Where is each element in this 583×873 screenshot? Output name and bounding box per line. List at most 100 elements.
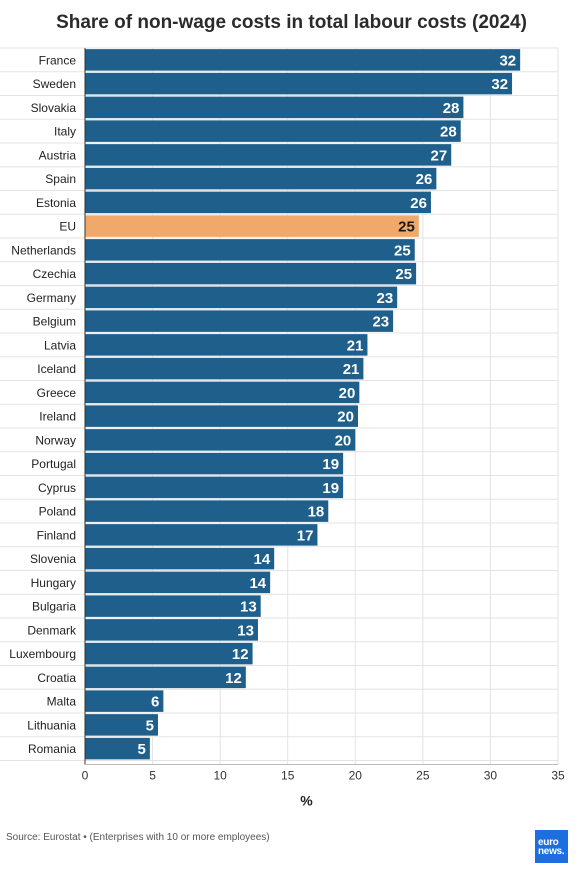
bar [85,72,513,95]
bar [85,595,261,617]
category-label: Finland [37,528,76,542]
x-tick-label: 10 [213,769,227,783]
bar [85,476,344,499]
category-label: Ireland [39,410,76,424]
value-label: 26 [410,195,427,212]
value-label: 13 [240,599,257,616]
category-label: France [39,53,77,67]
value-label: 23 [372,314,389,331]
source-note: Source: Eurostat • (Enterprises with 10 … [6,832,270,843]
category-label: Portugal [31,457,76,471]
x-tick-label: 20 [349,769,363,783]
category-label: Germany [27,291,76,305]
euronews-logo: euro news. [535,830,568,863]
value-label: 12 [232,646,249,663]
value-label: 18 [308,504,325,521]
value-label: 20 [335,432,352,449]
category-label: Norway [35,433,76,447]
bar-chart: France 32 Sweden 32 Slovakia 28 Italy 28 Austria… [0,47,565,809]
bar [85,215,419,237]
value-label: 21 [343,361,360,378]
category-label: Bulgaria [32,600,76,614]
bar [85,167,437,190]
bar [85,357,364,380]
x-tick-label: 5 [149,769,156,783]
value-label: 5 [138,741,146,758]
bar [85,49,521,71]
category-label: Italy [54,125,76,139]
value-label: 28 [440,124,457,141]
category-label: Malta [47,695,77,709]
category-label: Slovenia [30,552,76,566]
category-label: Czechia [33,267,77,281]
bar [85,286,398,309]
x-axis-title: % [300,793,313,809]
category-label: Iceland [37,362,76,376]
value-label: 19 [322,456,339,473]
category-label: Lithuania [27,718,76,732]
category-label: Spain [45,172,76,186]
category-label: Hungary [31,576,76,590]
value-label: 28 [443,100,460,117]
bar [85,737,150,760]
value-label: 12 [225,670,242,687]
category-label: Poland [39,505,76,519]
bar [85,310,394,332]
bar [85,239,415,261]
x-tick-label: 35 [551,769,565,783]
value-label: 14 [249,575,266,592]
x-tick-label: 30 [484,769,498,783]
x-tick-label: 25 [416,769,430,783]
value-label: 20 [339,385,356,402]
value-label: 32 [491,76,508,93]
chart-title: Share of non-wage costs in total labour … [56,12,527,33]
category-label: Austria [39,148,77,162]
category-label: Slovakia [31,101,77,115]
value-label: 19 [322,480,339,497]
value-label: 6 [151,694,159,711]
value-label: 27 [431,147,448,164]
value-label: 20 [337,409,354,426]
bar [85,547,275,570]
bar [85,405,358,427]
value-label: 14 [254,551,271,568]
category-label: Sweden [33,77,76,91]
value-label: 25 [394,242,411,259]
value-label: 21 [347,337,364,354]
bar [85,144,452,166]
value-label: 32 [499,52,516,69]
category-label: Cyprus [38,481,76,495]
bar [85,381,360,404]
bar [85,334,368,356]
value-label: 17 [297,527,314,544]
bar [85,714,158,736]
logo-line-2: news. [538,846,565,857]
category-label: EU [59,220,76,234]
value-label: 26 [416,171,433,188]
bar [85,96,464,119]
value-label: 25 [395,266,412,283]
value-label: 13 [237,622,254,639]
category-label: Croatia [37,671,76,685]
bar [85,191,431,214]
logo-line-1: euro [538,837,559,848]
category-label: Latvia [44,338,76,352]
category-label: Netherlands [11,243,76,257]
bar [85,452,344,475]
bar [85,500,329,522]
value-label: 5 [146,717,154,734]
bar [85,666,246,689]
category-label: Greece [37,386,77,400]
category-label: Belgium [33,315,76,329]
category-label: Denmark [27,623,77,637]
x-tick-label: 15 [281,769,295,783]
bar [85,429,356,451]
x-tick-label: 0 [82,769,89,783]
bar [85,524,318,546]
category-label: Luxembourg [9,647,76,661]
bar [85,120,461,142]
category-label: Romania [28,742,76,756]
bar [85,690,164,712]
bar [85,262,417,285]
bar [85,619,258,641]
